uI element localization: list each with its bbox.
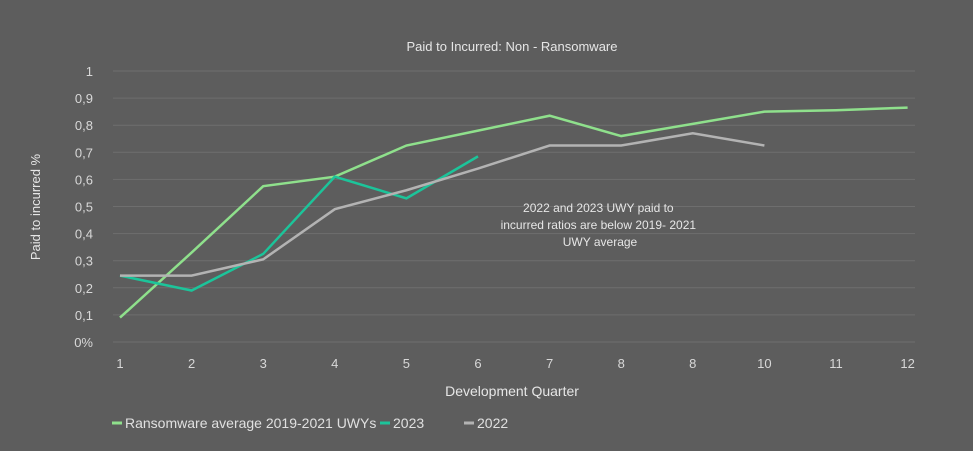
x-tick-label: 8 — [618, 356, 625, 371]
x-tick-label: 11 — [829, 356, 843, 371]
legend-label: Ransomware average 2019-2021 UWYs — [125, 415, 376, 431]
y-tick-label: 1 — [86, 64, 93, 79]
chart-title: Paid to Incurred: Non - Ransomware — [407, 39, 618, 54]
y-tick-label: 0,7 — [75, 145, 93, 160]
y-tick-label: 0,9 — [75, 91, 93, 106]
x-tick-label: 5 — [403, 356, 410, 371]
annotation-line: incurred ratios are below 2019- 2021 — [501, 218, 697, 232]
x-tick-label: 7 — [546, 356, 553, 371]
annotation-line: UWY average — [563, 235, 638, 249]
y-tick-label: 0,3 — [75, 254, 93, 269]
annotation: 2022 and 2023 UWY paid to incurred ratio… — [501, 201, 700, 249]
x-tick-label: 6 — [474, 356, 481, 371]
y-tick-label: 0,5 — [75, 200, 93, 215]
y-axis-label: Paid to incurred % — [28, 153, 43, 260]
series-line-0 — [119, 106, 908, 319]
y-tick-label: 0,1 — [75, 308, 93, 323]
legend-label: 2022 — [477, 415, 508, 431]
x-tick-label: 1 — [116, 356, 123, 371]
x-tick-label: 4 — [331, 356, 338, 371]
annotation-line: 2022 and 2023 UWY paid to — [523, 201, 674, 215]
x-tick-label: 10 — [757, 356, 771, 371]
series-line-2 — [120, 132, 765, 277]
legend-label: 2023 — [393, 415, 424, 431]
y-tick-label: 0,2 — [75, 281, 93, 296]
x-tick-label: 8 — [689, 356, 696, 371]
x-tick-label: 3 — [260, 356, 267, 371]
x-tick-label: 12 — [900, 356, 914, 371]
y-tick-label: 0,4 — [75, 227, 93, 242]
x-axis-label: Development Quarter — [445, 383, 579, 399]
y-tick-label: 0% — [74, 335, 93, 350]
y-tick-label: 0,8 — [75, 118, 93, 133]
x-tick-label: 2 — [188, 356, 195, 371]
series-line-1 — [119, 155, 479, 292]
y-tick-label: 0,6 — [75, 172, 93, 187]
